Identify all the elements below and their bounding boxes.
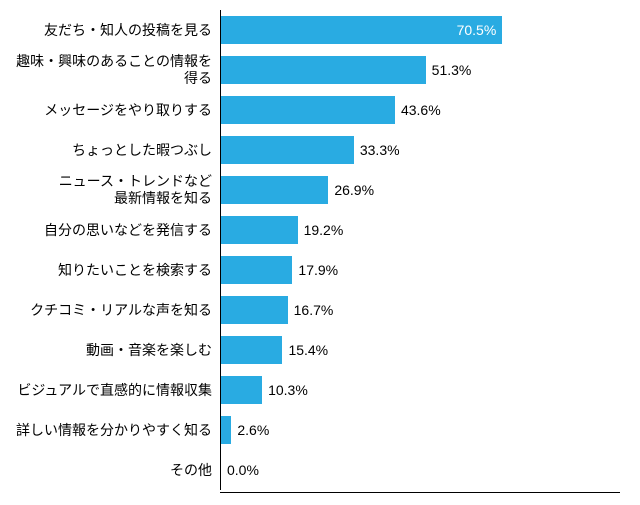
chart-row: 知りたいことを検索する17.9% (10, 250, 620, 290)
chart-row: 詳しい情報を分かりやすく知る2.6% (10, 410, 620, 450)
value-label: 70.5% (457, 22, 497, 38)
bar-cell: 16.7% (220, 290, 620, 330)
chart-row: クチコミ・リアルな声を知る16.7% (10, 290, 620, 330)
bar-cell: 70.5% (220, 10, 620, 50)
bar-cell: 26.9% (220, 170, 620, 210)
bar-cell: 19.2% (220, 210, 620, 250)
category-label: その他 (10, 462, 220, 479)
category-label: ちょっとした暇つぶし (10, 142, 220, 159)
bar-cell: 10.3% (220, 370, 620, 410)
bar: 10.3% (221, 376, 262, 404)
chart-row: 趣味・興味のあることの情報を得る51.3% (10, 50, 620, 90)
chart-row: 動画・音楽を楽しむ15.4% (10, 330, 620, 370)
category-label: 趣味・興味のあることの情報を得る (10, 53, 220, 87)
value-label: 17.9% (298, 262, 338, 278)
category-label: 知りたいことを検索する (10, 262, 220, 279)
bar: 17.9% (221, 256, 292, 284)
value-label: 26.9% (334, 182, 374, 198)
bar-cell: 0.0% (220, 450, 620, 490)
horizontal-bar-chart: 友だち・知人の投稿を見る70.5%趣味・興味のあることの情報を得る51.3%メッ… (0, 0, 640, 505)
category-label: メッセージをやり取りする (10, 102, 220, 119)
value-label: 15.4% (288, 342, 328, 358)
category-label: ニュース・トレンドなど 最新情報を知る (10, 173, 220, 207)
bar: 26.9% (221, 176, 328, 204)
bar: 43.6% (221, 96, 395, 124)
bar-cell: 17.9% (220, 250, 620, 290)
value-label: 0.0% (227, 462, 259, 478)
bar: 33.3% (221, 136, 354, 164)
bar: 70.5% (221, 16, 502, 44)
bar: 19.2% (221, 216, 298, 244)
value-label: 33.3% (360, 142, 400, 158)
value-label: 51.3% (432, 62, 472, 78)
bar-cell: 2.6% (220, 410, 620, 450)
bar: 16.7% (221, 296, 288, 324)
chart-row: 自分の思いなどを発信する19.2% (10, 210, 620, 250)
category-label: ビジュアルで直感的に情報収集 (10, 382, 220, 399)
category-label: 動画・音楽を楽しむ (10, 342, 220, 359)
chart-row: メッセージをやり取りする43.6% (10, 90, 620, 130)
category-label: 自分の思いなどを発信する (10, 222, 220, 239)
bar: 2.6% (221, 416, 231, 444)
chart-row: ちょっとした暇つぶし33.3% (10, 130, 620, 170)
chart-row: その他 0.0% (10, 450, 620, 490)
category-label: クチコミ・リアルな声を知る (10, 302, 220, 319)
bar-cell: 33.3% (220, 130, 620, 170)
value-label: 19.2% (304, 222, 344, 238)
bar-cell: 51.3% (220, 50, 620, 90)
category-label: 詳しい情報を分かりやすく知る (10, 422, 220, 439)
bar: 15.4% (221, 336, 282, 364)
value-label: 16.7% (294, 302, 334, 318)
value-label: 2.6% (237, 422, 269, 438)
bar-cell: 43.6% (220, 90, 620, 130)
category-label: 友だち・知人の投稿を見る (10, 22, 220, 39)
chart-row: ニュース・トレンドなど 最新情報を知る26.9% (10, 170, 620, 210)
value-label: 43.6% (401, 102, 441, 118)
bar: 51.3% (221, 56, 426, 84)
x-axis-line (220, 492, 620, 493)
value-label: 10.3% (268, 382, 308, 398)
bar-cell: 15.4% (220, 330, 620, 370)
chart-row: 友だち・知人の投稿を見る 70.5% (10, 10, 620, 50)
chart-row: ビジュアルで直感的に情報収集10.3% (10, 370, 620, 410)
